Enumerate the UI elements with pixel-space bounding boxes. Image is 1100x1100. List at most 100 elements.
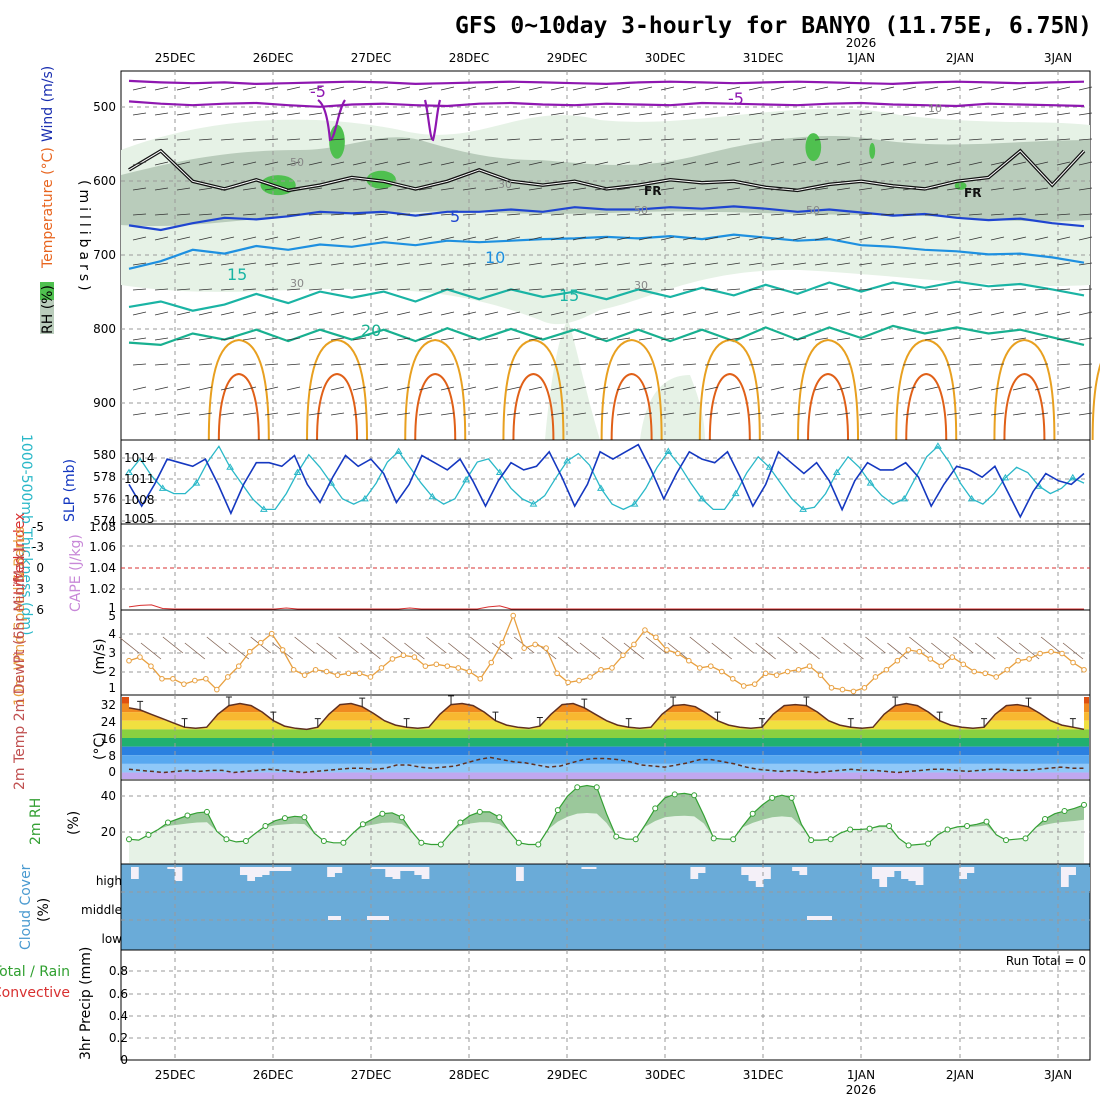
pressure-tick-600: 600 (93, 174, 116, 188)
wind-barb-49 (242, 112, 257, 116)
wind-barb-295 (814, 236, 829, 241)
warm-loop-outer-2 (404, 338, 467, 441)
wind-barb-175 (1078, 161, 1093, 166)
wind-barb-377 (682, 288, 697, 291)
wind-barb-593 (594, 412, 609, 416)
wind-speed-point-61 (795, 666, 802, 673)
wind-barb-88 (132, 138, 147, 141)
panel-li-cape: -5 -3 0 3 6 1.08 1.06 1.04 1.02 1 Lifted… (12, 513, 1091, 617)
ylabel-3hr-precip: 3hr Precip (mm) (78, 947, 94, 1060)
temp-tick-32: 32 (101, 698, 116, 712)
wind-barb-299 (902, 236, 917, 241)
wind-barb-597 (682, 412, 697, 416)
wind-barb-608 (924, 412, 939, 416)
wind-barb-349 (1034, 262, 1049, 266)
contour-label-20: 20 (361, 321, 381, 340)
warm-loop-inner-8 (1003, 372, 1046, 441)
wind-speed-point-45 (620, 652, 626, 659)
wind-barb-231 (374, 213, 389, 216)
temperature-contours (128, 79, 1086, 347)
cloud-high-gap-39 (414, 867, 423, 875)
wind-barb-3 (198, 86, 213, 91)
wind-barb-473 (858, 337, 873, 341)
wind-speed-point-9 (224, 674, 231, 680)
temp-tick-16: 16 (101, 732, 116, 746)
wind-barb-191 (462, 187, 477, 191)
wind-tick-1: 1 (108, 681, 116, 695)
wind-barb-190 (440, 187, 455, 191)
wind-barb-238 (528, 213, 543, 216)
thickness-marker-0 (125, 468, 133, 476)
wind-barb-135 (198, 161, 213, 166)
cloud-level-high: high (96, 874, 122, 888)
wind-barb-478 (968, 337, 983, 341)
wind-barb-204 (748, 187, 763, 191)
wind-barb-130 (1056, 138, 1071, 141)
wind-barb-590 (528, 412, 543, 416)
wind-barb-264 (132, 236, 147, 241)
rh-point-28 (398, 814, 405, 821)
wind-barb-347 (990, 262, 1005, 266)
wind-barb-353 (154, 288, 169, 291)
surface-barb-30 (448, 642, 469, 660)
wind-barb-206 (792, 187, 807, 191)
wind-barb-184 (308, 187, 323, 191)
wind-speed-point-30 (455, 665, 462, 671)
rh-patch-1 (260, 175, 296, 196)
wind-speed-point-44 (609, 665, 615, 671)
temp-tick-24: 24 (101, 715, 116, 729)
wind-barb-26 (704, 86, 719, 91)
surface-barb-42 (579, 642, 601, 660)
wind-barb-470 (792, 337, 807, 341)
cloud-high-gap-19 (269, 867, 277, 871)
wind-barb-272 (308, 236, 323, 241)
wind-barb-4 (220, 86, 235, 91)
top-date-label-27dec: 27DEC (351, 51, 391, 65)
contour-label-m5-a: -5 (310, 82, 326, 101)
wind-speed-point-66 (850, 688, 857, 695)
wind-barb-112 (660, 138, 675, 141)
wind-barb-154 (616, 161, 631, 166)
wind-barb-222 (176, 213, 191, 216)
temp-maxmin-bar-85 (1069, 718, 1076, 728)
wind-barb-495 (374, 363, 389, 366)
thickness-marker-78 (1001, 473, 1010, 481)
wind-barb-535 (286, 386, 301, 391)
surface-barb-34 (491, 642, 513, 660)
wind-barb-368 (484, 288, 499, 291)
wind-speed-point-12 (257, 639, 264, 646)
temp-tick-0: 0 (108, 765, 116, 779)
wind-barb-153 (594, 161, 609, 166)
thickness-marker-57 (765, 463, 774, 470)
wind-speed-point-13 (268, 630, 275, 637)
surface-barb-56 (733, 636, 754, 654)
wind-barb-448 (308, 337, 323, 341)
cloud-high-gap-108 (915, 867, 924, 885)
surface-barb-24 (382, 636, 403, 654)
ylabel-wind-units: (m/s) (92, 638, 108, 675)
temp-max-min-bars (137, 695, 1076, 728)
cloud-high-gap-21 (283, 867, 292, 871)
wind-speed-point-31 (466, 668, 473, 675)
slp-tick-1014: 1014 (124, 451, 155, 465)
wind-barb-273 (330, 236, 345, 241)
wind-barb-45 (154, 112, 169, 116)
wind-barb-512 (748, 363, 763, 366)
temp-maxmin-bar-41 (581, 698, 588, 708)
contour-label-m5-b: -5 (728, 89, 744, 108)
ylabel-cape: CAPE (J/kg) (68, 534, 84, 612)
wind-barb-285 (594, 236, 609, 241)
wind-barb-468 (748, 337, 763, 341)
wind-barb-396 (132, 311, 147, 316)
wind-barb-341 (858, 262, 873, 266)
wind-tick-3: 3 (108, 646, 116, 660)
cape-tick-106: 1.06 (89, 540, 116, 554)
wind-barb-522 (968, 363, 983, 366)
wind-speed-point-39 (554, 670, 560, 677)
top-date-label-29dec: 29DEC (547, 51, 587, 65)
slp-tick-1011: 1011 (124, 472, 155, 486)
wind-barb-232 (396, 213, 411, 216)
wind-barb-216 (1012, 187, 1027, 191)
wind-barb-70 (704, 112, 719, 116)
